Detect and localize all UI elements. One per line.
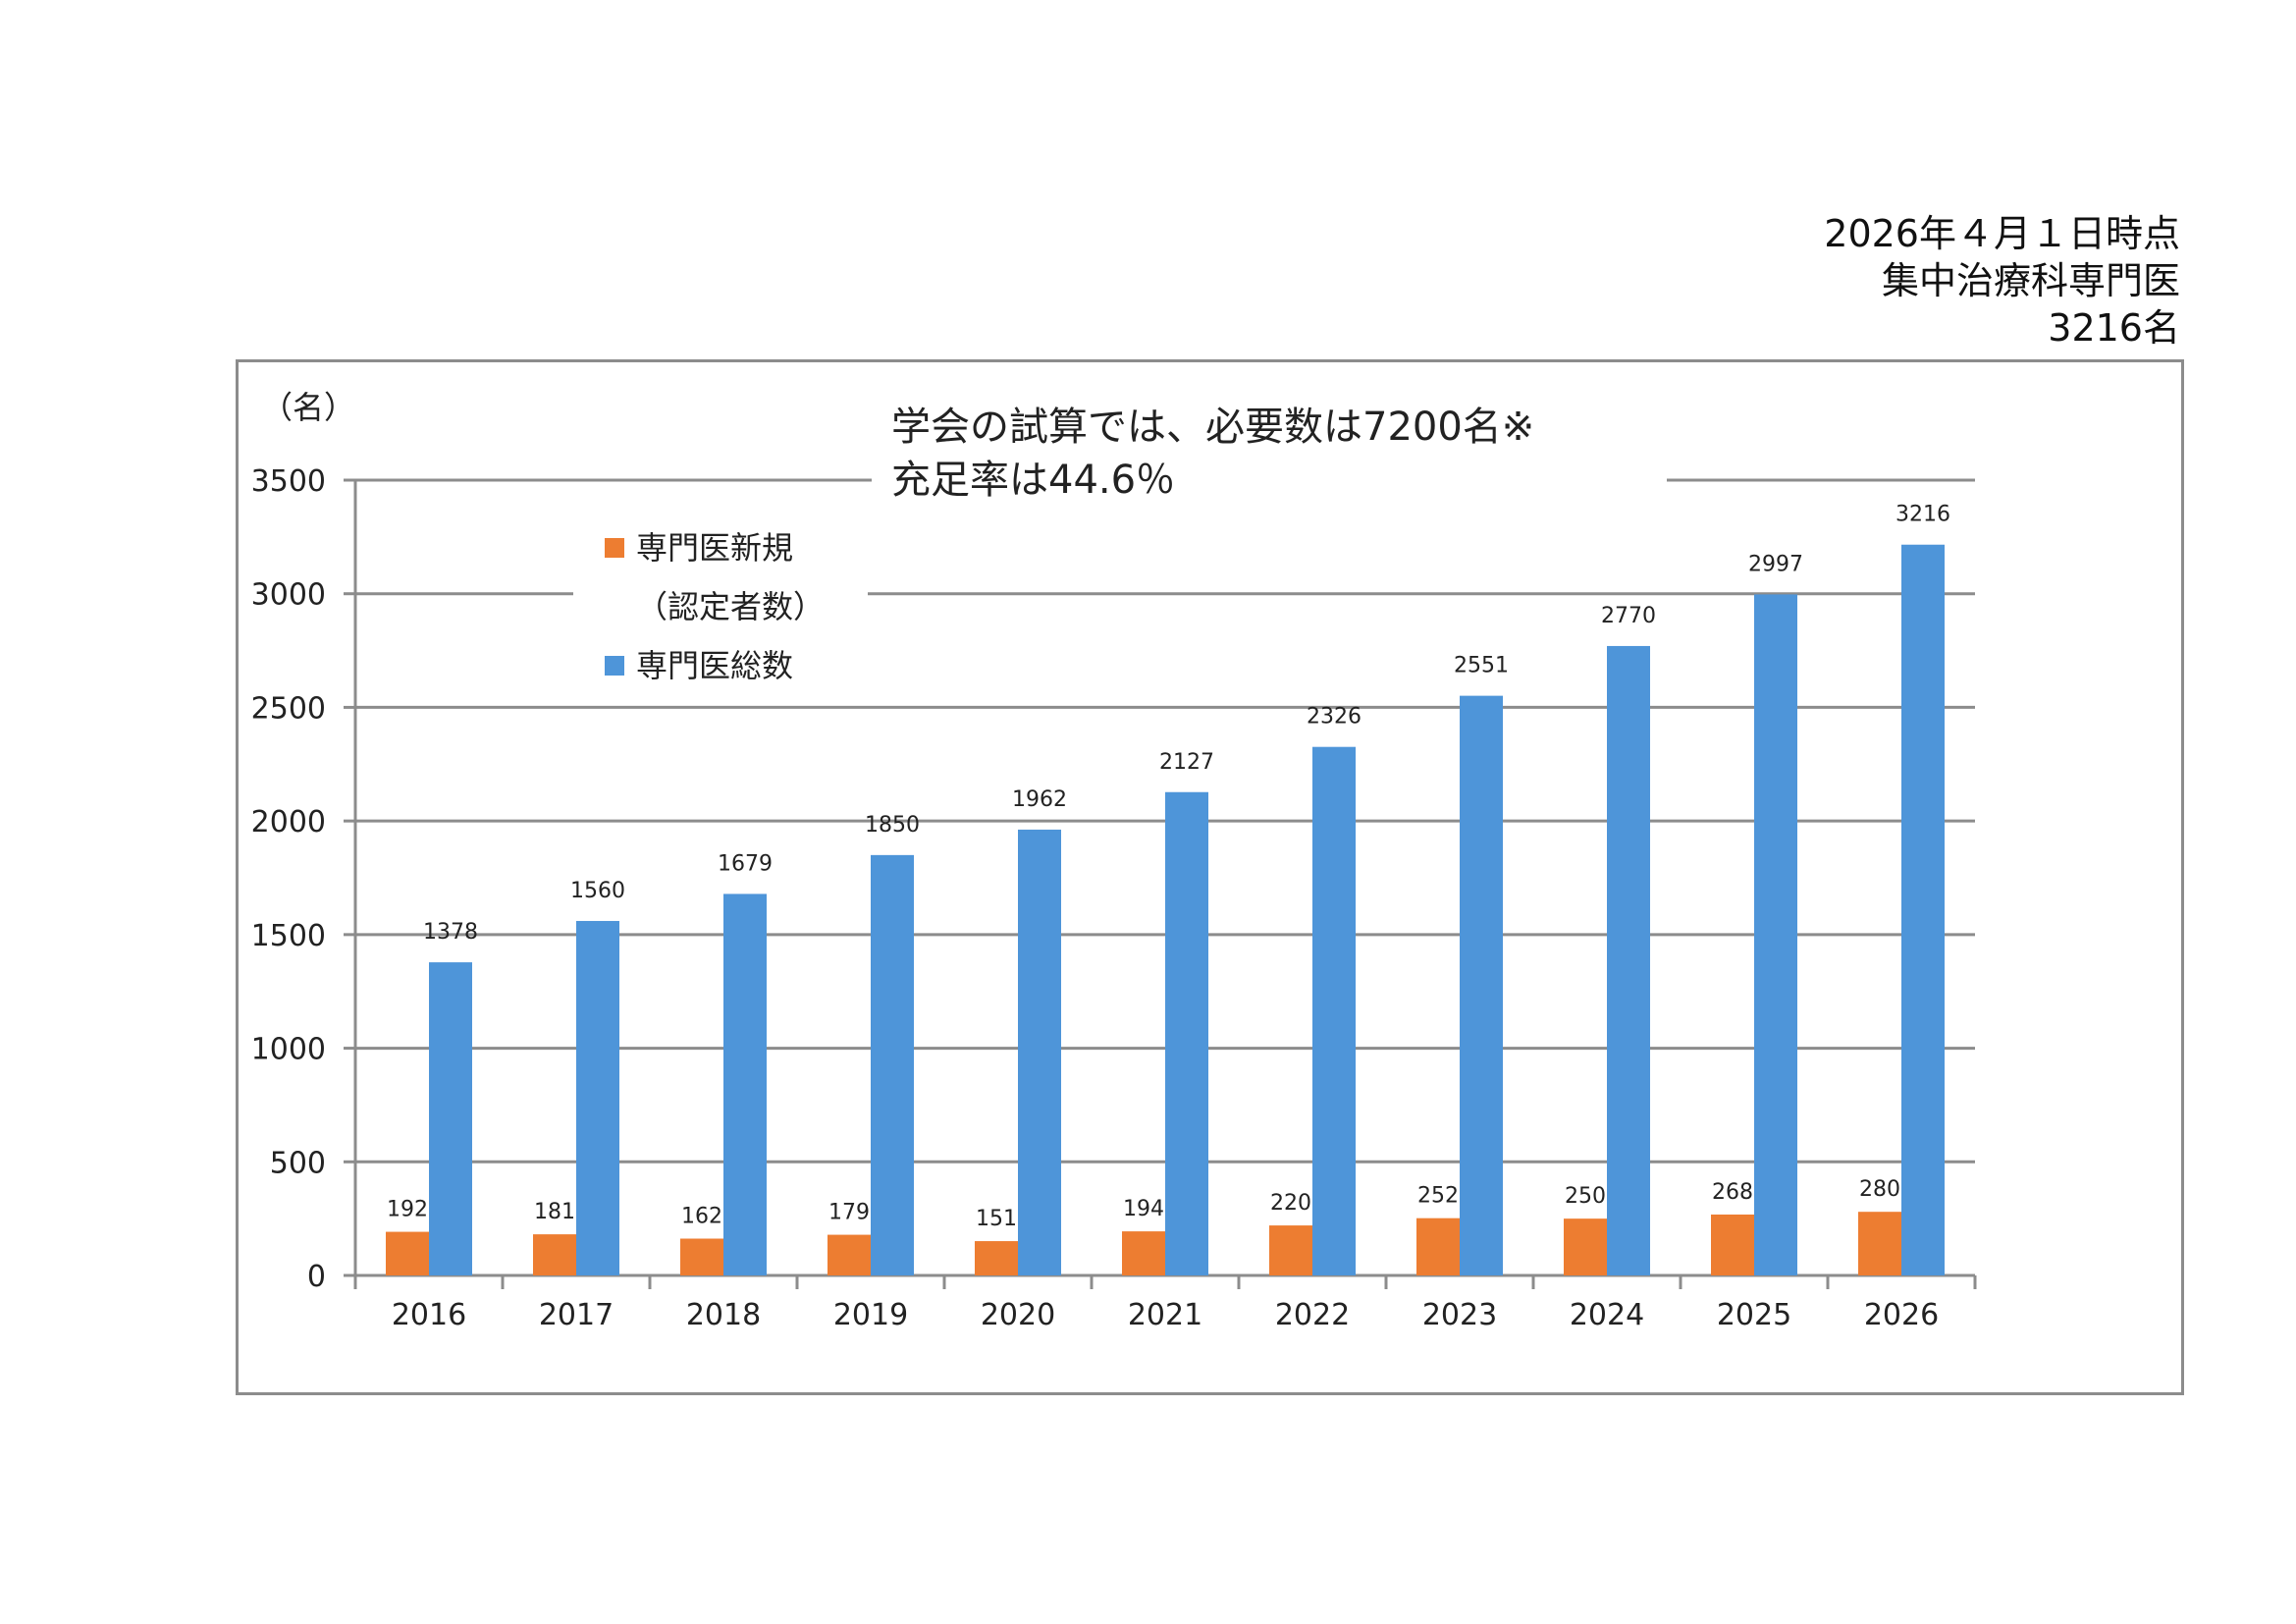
bar-total bbox=[1460, 695, 1503, 1275]
data-label-total: 2770 bbox=[1601, 604, 1656, 628]
bar-new bbox=[680, 1238, 723, 1275]
y-tick-label: 3000 bbox=[251, 578, 326, 613]
bar-total bbox=[723, 893, 767, 1275]
estimate-note-rate: 充足率は44.6％ bbox=[891, 458, 1176, 503]
bar-new bbox=[533, 1234, 576, 1275]
data-label-total: 2127 bbox=[1159, 750, 1214, 775]
data-label-total: 2997 bbox=[1748, 552, 1803, 576]
estimate-note: 学会の試算では、必要数は7200名※ 充足率は44.6％ bbox=[872, 395, 1667, 513]
legend-label-total: 専門医総数 bbox=[636, 647, 794, 684]
data-label-new: 162 bbox=[681, 1205, 722, 1229]
x-tick-label: 2025 bbox=[1717, 1298, 1791, 1332]
bar-new bbox=[1416, 1218, 1460, 1275]
data-label-new: 179 bbox=[828, 1201, 870, 1225]
bar-new bbox=[1711, 1214, 1754, 1275]
data-label-total: 1679 bbox=[718, 851, 773, 876]
data-label-total: 2326 bbox=[1307, 705, 1362, 730]
data-label-new: 252 bbox=[1417, 1184, 1459, 1209]
data-label-new: 220 bbox=[1270, 1191, 1311, 1216]
bar-new bbox=[386, 1231, 429, 1275]
header-specialty: 集中治療科専門医 bbox=[1881, 259, 2180, 302]
x-tick-label: 2018 bbox=[686, 1298, 761, 1332]
bar-new bbox=[1122, 1231, 1165, 1275]
bar-total bbox=[871, 854, 914, 1275]
data-label-total: 1850 bbox=[865, 813, 920, 838]
data-label-new: 192 bbox=[387, 1198, 428, 1222]
bar-total bbox=[1312, 746, 1356, 1275]
legend-swatch-new bbox=[605, 538, 624, 558]
header: 2026年４月１日時点 集中治療科専門医 3216名 bbox=[1824, 210, 2180, 352]
bar-new bbox=[1564, 1218, 1607, 1275]
bar-total bbox=[1165, 791, 1208, 1275]
bar-total bbox=[1754, 594, 1797, 1275]
header-count: 3216名 bbox=[2048, 306, 2180, 350]
x-tick-label: 2023 bbox=[1422, 1298, 1497, 1332]
bar-total bbox=[1018, 829, 1061, 1275]
x-tick-label: 2020 bbox=[981, 1298, 1055, 1332]
legend-label-new: 専門医新規 （認定者数） bbox=[636, 529, 826, 625]
data-label-total: 1378 bbox=[423, 920, 478, 945]
y-tick-label: 2000 bbox=[251, 805, 326, 839]
data-label-total: 3216 bbox=[1896, 503, 1950, 527]
y-tick-label: 2500 bbox=[251, 691, 326, 726]
x-tick-label: 2022 bbox=[1275, 1298, 1350, 1332]
data-label-new: 280 bbox=[1859, 1177, 1900, 1202]
data-label-new: 250 bbox=[1565, 1184, 1606, 1209]
estimate-note-required: 学会の試算では、必要数は7200名※ bbox=[891, 405, 1535, 450]
legend: 専門医新規 （認定者数） 専門医総数 bbox=[573, 509, 868, 705]
bar-new bbox=[975, 1241, 1018, 1275]
data-label-new: 268 bbox=[1712, 1180, 1753, 1205]
data-label-total: 2551 bbox=[1454, 654, 1509, 678]
bar-total bbox=[429, 962, 472, 1275]
bar-total bbox=[576, 920, 619, 1275]
x-tick-label: 2017 bbox=[539, 1298, 614, 1332]
x-tick-label: 2016 bbox=[392, 1298, 466, 1332]
bar-total bbox=[1607, 645, 1650, 1275]
bar-new bbox=[828, 1234, 871, 1275]
y-tick-label: 1000 bbox=[251, 1033, 326, 1067]
legend-item-total: 専門医総数 bbox=[573, 636, 868, 695]
y-tick-label: 0 bbox=[307, 1260, 326, 1294]
y-tick-label: 3500 bbox=[251, 464, 326, 499]
bar-new bbox=[1269, 1225, 1312, 1275]
data-label-new: 181 bbox=[534, 1200, 575, 1224]
x-tick-label: 2021 bbox=[1128, 1298, 1202, 1332]
data-label-total: 1560 bbox=[570, 879, 625, 903]
legend-item-new: 専門医新規 （認定者数） bbox=[573, 518, 868, 636]
x-tick-label: 2024 bbox=[1570, 1298, 1644, 1332]
x-tick-label: 2019 bbox=[833, 1298, 908, 1332]
header-date: 2026年４月１日時点 bbox=[1824, 212, 2180, 255]
data-label-new: 151 bbox=[976, 1207, 1017, 1231]
y-axis-unit-label: （名） bbox=[261, 389, 356, 426]
y-tick-label: 1500 bbox=[251, 919, 326, 953]
bar-new bbox=[1858, 1212, 1901, 1275]
legend-swatch-total bbox=[605, 656, 624, 676]
data-label-total: 1962 bbox=[1012, 787, 1067, 812]
y-tick-label: 500 bbox=[270, 1146, 326, 1180]
x-tick-label: 2026 bbox=[1864, 1298, 1939, 1332]
data-label-new: 194 bbox=[1123, 1197, 1164, 1221]
bar-total bbox=[1901, 544, 1945, 1275]
